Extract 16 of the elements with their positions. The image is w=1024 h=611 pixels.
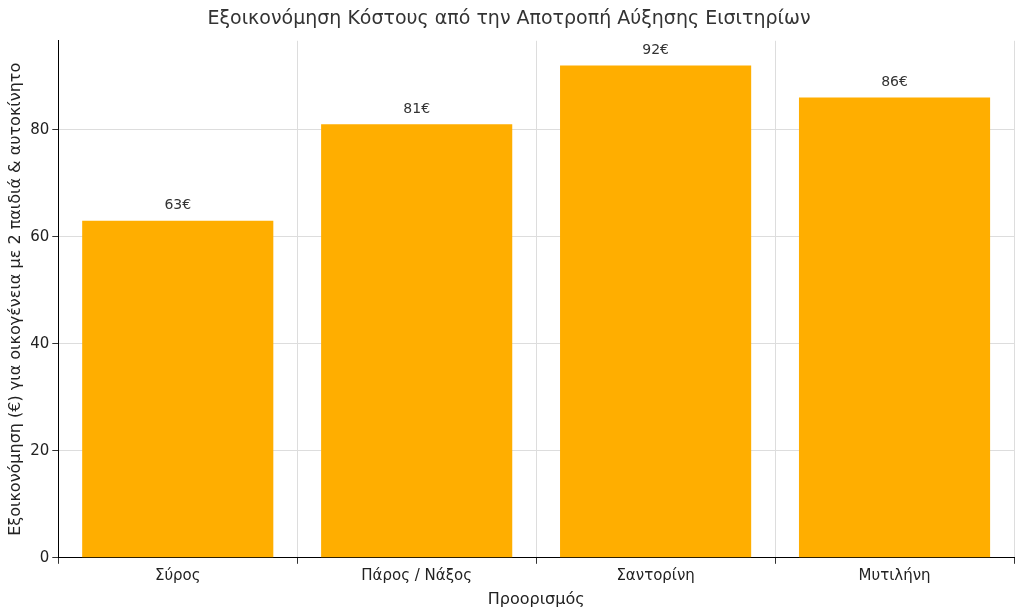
- x-tick-label: Σύρος: [154, 565, 201, 584]
- data-label: 86€: [881, 73, 908, 90]
- x-tick-label: Σαντορίνη: [616, 565, 695, 584]
- y-tick-label: 60: [30, 226, 50, 245]
- chart-title: Εξοικονόμηση Κόστους από την Αποτροπή Αύξησης Εισιτηρίων: [207, 6, 811, 29]
- x-tick-label: Μυτιλήνη: [858, 565, 931, 584]
- x-axis-title: Προορισμός: [487, 588, 585, 608]
- data-label: 92€: [642, 41, 669, 58]
- x-tick-label: Πάρος / Νάξος: [361, 565, 473, 584]
- y-tick-label: 20: [30, 440, 50, 459]
- y-tick-label: 0: [39, 547, 50, 566]
- data-label: 63€: [164, 196, 192, 213]
- data-label: 81€: [403, 99, 431, 116]
- y-tick-label: 80: [30, 119, 50, 138]
- y-axis-title: Εξοικονόμηση (€) για οικογένεια με 2 παιδιά & αυτοκίνητο: [4, 62, 24, 536]
- y-tick-label: 40: [30, 333, 50, 352]
